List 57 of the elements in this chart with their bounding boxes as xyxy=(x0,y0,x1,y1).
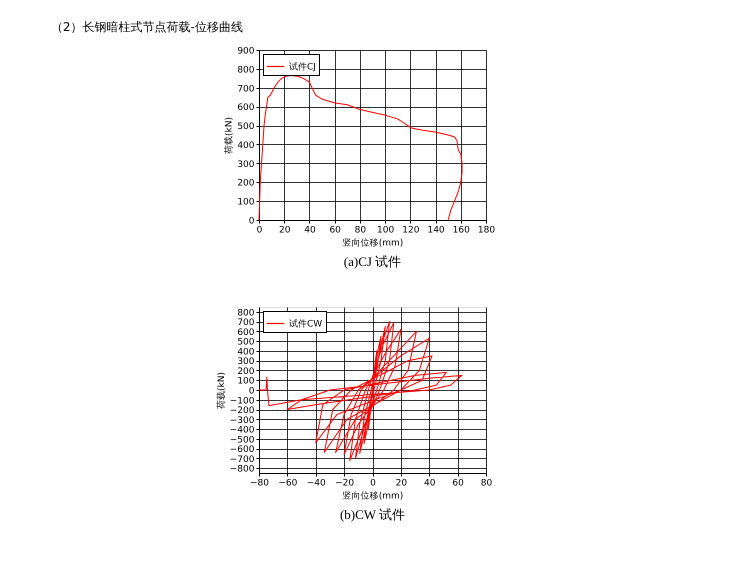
y-tick-label: −100 xyxy=(230,396,255,406)
legend-label: 试件CW xyxy=(289,318,322,330)
x-axis-title: 竖向位移(mm) xyxy=(342,490,404,502)
x-tick-label: −40 xyxy=(306,478,326,488)
y-axis-title: 荷载(kN) xyxy=(216,372,227,409)
y-tick-label: −600 xyxy=(230,445,255,456)
x-tick-label: 180 xyxy=(478,226,496,236)
text: (a)CJ 试件 xyxy=(344,254,402,269)
x-tick-label: −80 xyxy=(250,478,270,488)
x-tick-label: 0 xyxy=(370,478,376,488)
y-tick-label: −400 xyxy=(230,426,255,436)
x-tick-label: 140 xyxy=(427,226,445,236)
line-series xyxy=(258,321,462,461)
x-tick-label: 20 xyxy=(278,226,291,236)
y-tick-label: 400 xyxy=(237,347,255,358)
x-axis-title: 竖向位移(mm) xyxy=(342,238,404,248)
y-tick-label: 500 xyxy=(237,338,255,348)
x-tick-label: 120 xyxy=(402,226,420,236)
x-tick-label: 40 xyxy=(424,478,436,488)
y-tick-label: 900 xyxy=(237,46,255,56)
y-tick-label: −200 xyxy=(230,406,255,416)
y-tick-label: 100 xyxy=(237,376,255,387)
y-tick-label: −800 xyxy=(230,464,255,475)
text: （2）长钢暗柱式节点荷载-位移曲线 xyxy=(50,20,243,34)
y-axis-title: 荷载(kN) xyxy=(223,117,234,154)
text: (b)CW 试件 xyxy=(340,507,406,522)
legend-label: 试件CJ xyxy=(289,62,316,72)
x-tick-label: 80 xyxy=(480,478,492,488)
line-series xyxy=(258,75,463,220)
y-tick-label: 0 xyxy=(248,386,255,396)
y-tick-label: 500 xyxy=(237,122,255,132)
x-tick-label: 20 xyxy=(396,478,408,488)
x-tick-label: 80 xyxy=(354,226,366,236)
x-tick-label: −20 xyxy=(335,478,354,488)
x-tick-label: 40 xyxy=(304,226,316,236)
y-tick-label: 400 xyxy=(237,140,255,151)
y-tick-label: 700 xyxy=(237,84,255,94)
x-tick-label: 100 xyxy=(377,226,394,236)
y-tick-label: −500 xyxy=(230,435,255,446)
y-tick-label: 100 xyxy=(237,198,255,208)
y-tick-label: 600 xyxy=(237,328,255,338)
y-tick-label: 0 xyxy=(248,216,255,226)
y-tick-label: 200 xyxy=(237,366,255,377)
x-tick-label: 60 xyxy=(452,478,464,488)
y-tick-label: −300 xyxy=(230,416,255,426)
y-tick-label: 600 xyxy=(237,103,255,114)
y-tick-label: −700 xyxy=(230,454,255,465)
y-tick-label: 700 xyxy=(237,318,255,328)
y-tick-label: 200 xyxy=(237,178,255,189)
y-tick-label: 300 xyxy=(237,160,255,170)
y-tick-label: 800 xyxy=(237,308,255,318)
x-tick-label: 0 xyxy=(256,226,263,236)
x-tick-label: 160 xyxy=(452,226,470,236)
x-tick-label: 60 xyxy=(329,226,342,236)
y-tick-label: 300 xyxy=(237,357,255,368)
y-tick-label: 800 xyxy=(237,65,255,76)
x-tick-label: −60 xyxy=(278,478,298,488)
